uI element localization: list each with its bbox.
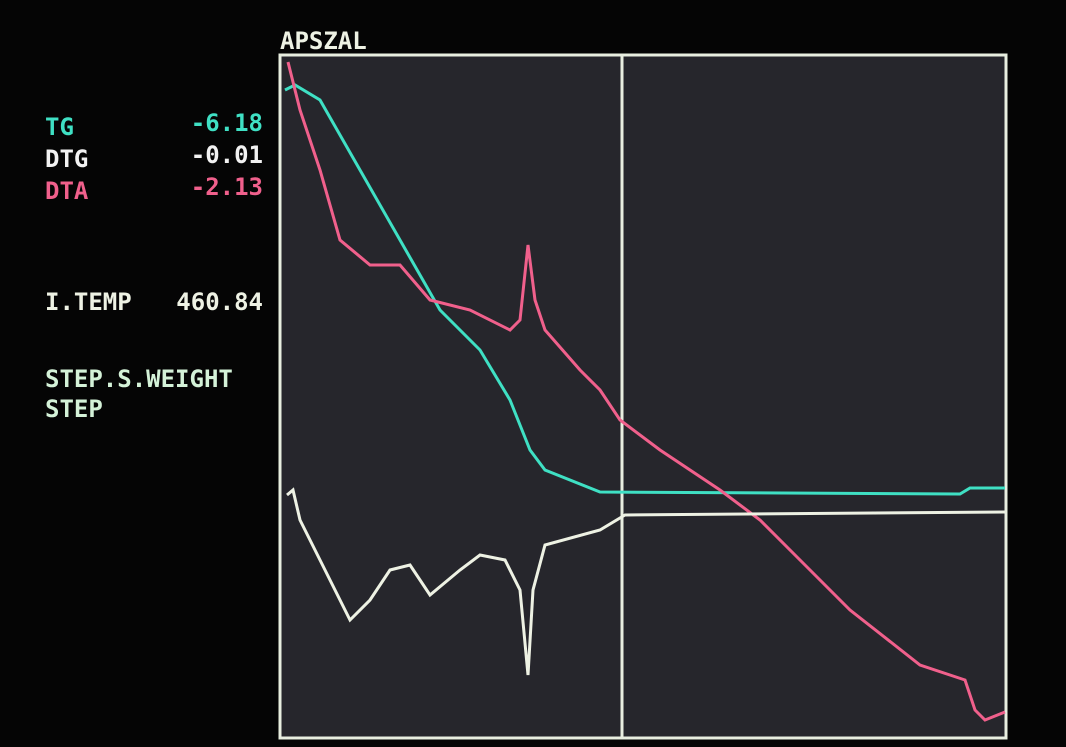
plot-frame — [280, 55, 1006, 738]
readout-value: -2.13 — [191, 173, 263, 201]
readout-label: TG — [45, 113, 74, 141]
screen: APSZAL TG -6.18 DTG -0.01 DTA -2.13 I.TE… — [0, 0, 1066, 747]
status-line: STEP.S.WEIGHT — [45, 365, 233, 393]
status-line: STEP — [45, 395, 103, 423]
title: APSZAL — [280, 27, 367, 55]
readout-value: -0.01 — [191, 141, 263, 169]
page: APSZAL TG -6.18 DTG -0.01 DTA -2.13 I.TE… — [0, 0, 1066, 747]
readout-value: -6.18 — [191, 109, 263, 137]
temperature-value: 460.84 — [176, 288, 263, 316]
readout-label: DTG — [45, 145, 88, 173]
readout-label: DTA — [45, 177, 89, 205]
temperature-label: I.TEMP — [45, 288, 132, 316]
